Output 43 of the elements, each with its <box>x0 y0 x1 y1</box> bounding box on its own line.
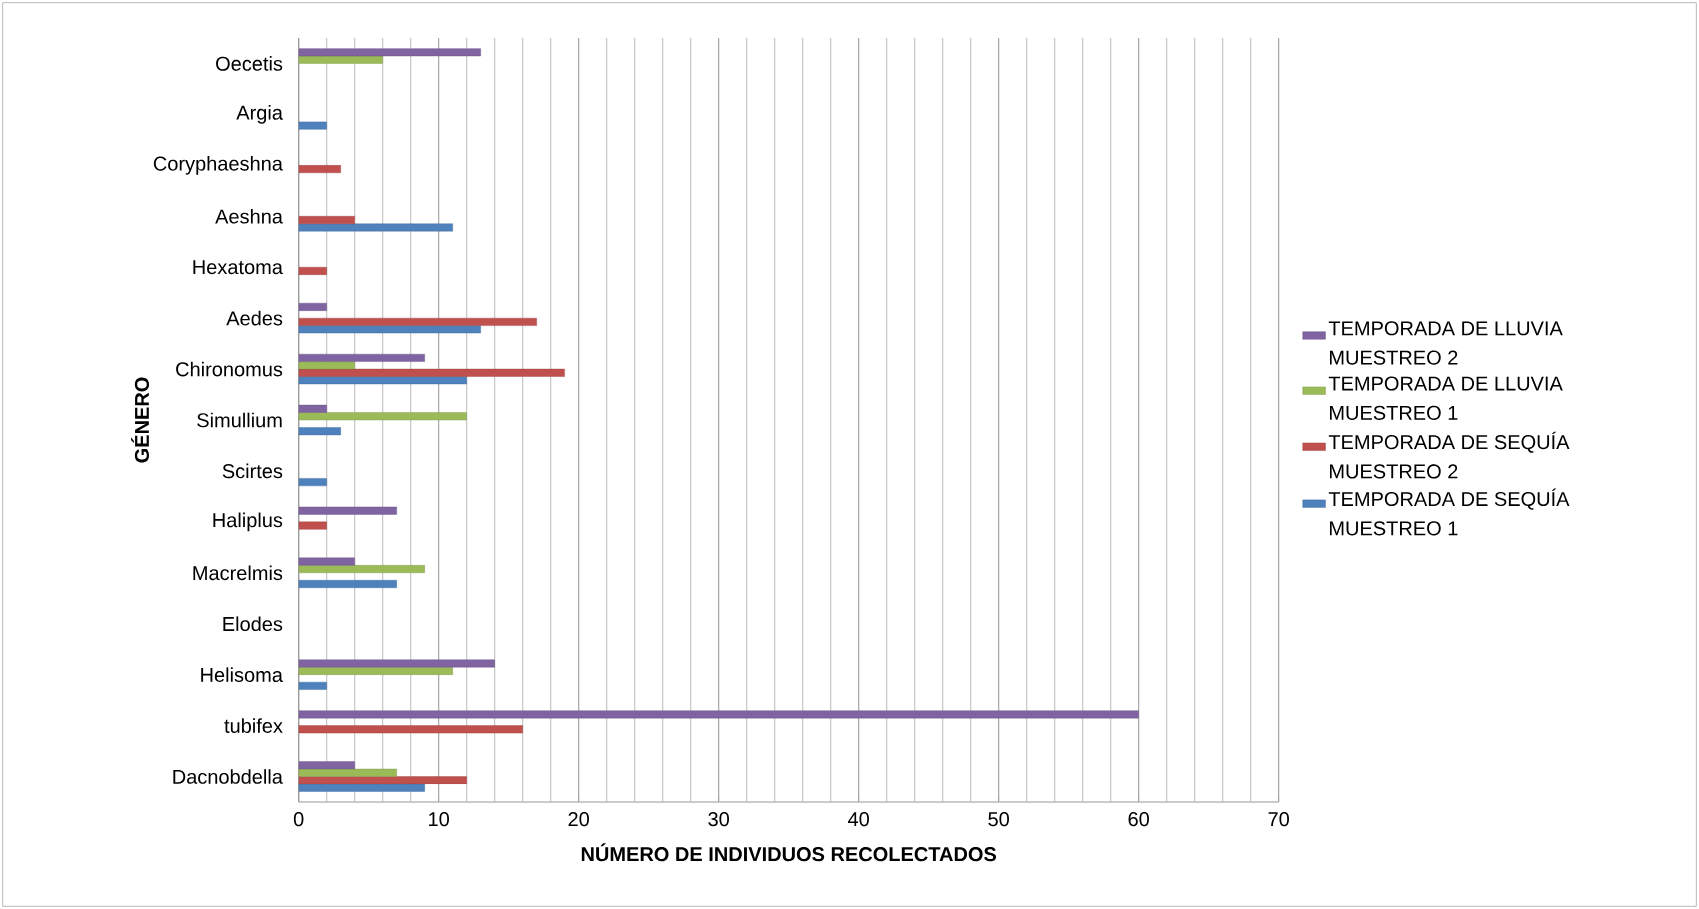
y-tick-label: Aeshna <box>215 208 283 224</box>
x-tick-label: 60 <box>1128 812 1149 827</box>
x-tick-label: 30 <box>708 812 729 827</box>
x-tick-label: 0 <box>293 812 304 827</box>
y-tick-label: Helisoma <box>201 667 283 682</box>
legend-label: TEMPORADA DE LLUVIA MUESTREO 1 <box>1328 376 1563 420</box>
bar <box>298 223 453 232</box>
y-tick-label: Dacnobdella <box>173 769 283 784</box>
x-tick-label: 40 <box>848 812 869 827</box>
y-tick-label: Haliplus <box>213 512 283 532</box>
legend-label: TEMPORADA DE SEQUÍA MUESTREO 2 <box>1328 431 1570 479</box>
bar <box>298 303 327 311</box>
bar <box>298 353 425 362</box>
x-tick-label: 20 <box>568 812 589 827</box>
bar <box>298 768 397 777</box>
bar <box>298 557 355 566</box>
y-tick-label: Chironomus <box>176 361 283 377</box>
x-tick-label: 70 <box>1268 812 1289 827</box>
bar <box>298 404 327 413</box>
legend-label: TEMPORADA DE SEQUÍA MUESTREO 1 <box>1328 488 1570 536</box>
bar <box>298 48 481 57</box>
legend-label: TEMPORADA DE LLUVIA MUESTREO 2 <box>1328 321 1563 365</box>
bar <box>298 506 397 515</box>
x-tick-label: 50 <box>988 812 1009 827</box>
bar <box>298 361 355 370</box>
y-tick-label: Simullium <box>197 412 282 428</box>
bar <box>298 710 1139 719</box>
y-tick-label: Hexatoma <box>193 260 283 275</box>
y-axis-title: GÉNERO <box>131 377 150 463</box>
bar <box>298 659 495 668</box>
y-tick-label: Aedes <box>226 310 283 326</box>
bar <box>298 761 355 770</box>
bar <box>298 412 467 421</box>
y-tick-label: Elodes <box>223 616 283 632</box>
y-tick-label: Scirtes <box>222 463 283 479</box>
x-axis-title: NÚMERO DE INDIVIDUOS RECOLECTADOS <box>581 843 997 862</box>
y-tick-label: Argia <box>236 105 283 124</box>
y-tick-label: Macrelmis <box>193 565 283 581</box>
x-tick-label: 10 <box>429 812 449 827</box>
y-tick-label: Coryphaeshna <box>153 156 283 175</box>
y-tick-label: tubifex <box>224 718 283 733</box>
y-tick-label: Oecetis <box>216 56 283 71</box>
bar <box>298 565 425 573</box>
